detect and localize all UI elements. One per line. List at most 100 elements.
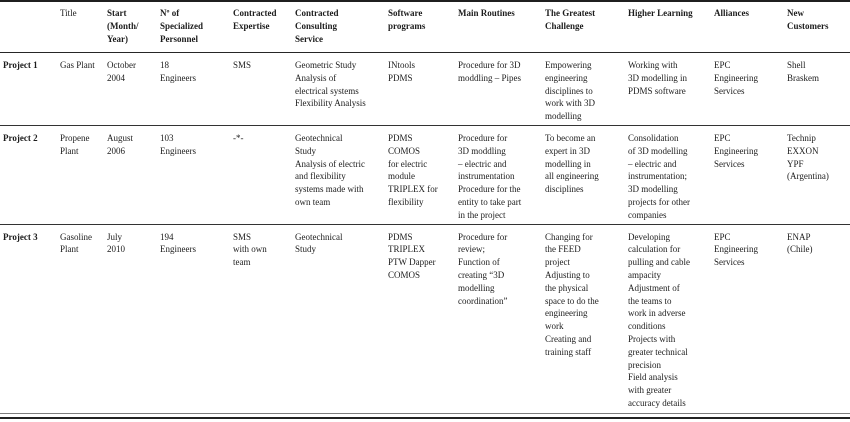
table-body: Project 1 Gas Plant October 2004 18 Engineers…: [0, 53, 850, 413]
cell-line: Procedure for 3D: [458, 60, 521, 70]
cell-project-2-higher-learning: Consolidation of 3D modelling – electric a…: [625, 126, 711, 224]
cell-line: conditions: [628, 321, 666, 332]
cell-line: Project 2: [3, 132, 38, 143]
cell-line: To become an: [545, 132, 596, 143]
cell-project-2-contracted-expertise: -*-: [230, 126, 292, 224]
cell-line: Working with: [628, 60, 678, 70]
cell-line: Changing for: [545, 231, 593, 242]
cell-line: modelling: [458, 282, 495, 293]
cell-line: instrumentation: [458, 171, 515, 182]
cell-line: PDMS: [388, 72, 413, 83]
cell-project-3-new-customers: ENAP (Chile): [784, 225, 850, 413]
cell-project-3-consulting-service: Geotechnical Study: [292, 225, 385, 413]
cell-line: Consulting: [295, 20, 338, 31]
cell-line: instrumentation;: [628, 171, 687, 182]
cell-line: engineering: [545, 308, 588, 319]
cell-line: Procedure for: [458, 132, 508, 143]
header-cell-greatest-challenge: The Greatest Challenge: [542, 2, 625, 52]
cell-line: EPC: [714, 132, 731, 143]
cell-line: 2010: [107, 244, 125, 255]
cell-line: the physical: [545, 282, 589, 293]
cell-line: Software: [388, 8, 423, 18]
cell-line: Procedure for: [458, 231, 508, 242]
cell-line: team: [233, 257, 251, 268]
cell-line: PDMS: [388, 132, 413, 143]
cell-line: August: [107, 132, 134, 143]
cell-line: The Greatest: [545, 8, 596, 18]
cell-line: Higher Learning: [628, 8, 693, 18]
cell-line: Plant: [60, 145, 79, 156]
cell-line: EPC: [714, 60, 731, 70]
cell-line: October: [107, 60, 136, 70]
cell-line: COMOS: [388, 145, 421, 156]
cell-line: TRIPLEX: [388, 244, 425, 255]
cell-line: expert in 3D: [545, 145, 590, 156]
cell-project-3-alliances: EPC Engineering Services: [711, 225, 784, 413]
cell-line: Propene: [60, 132, 90, 143]
cell-project-2-new-customers: Technip EXXON YPF (Argentina): [784, 126, 850, 224]
cell-line: Engineers: [160, 145, 196, 156]
cell-line: Engineers: [160, 72, 196, 83]
cell-line: Study: [295, 145, 317, 156]
cell-line: programs: [388, 20, 426, 31]
cell-line: Challenge: [545, 20, 584, 31]
cell-line: Nº of: [160, 8, 180, 18]
cell-line: for electric: [388, 158, 428, 169]
cell-project-3-higher-learning: Developing calculation for pulling and cab…: [625, 225, 711, 413]
cell-line: Alliances: [714, 8, 749, 18]
cell-line: pulling and cable: [628, 257, 690, 268]
cell-project-1-start: October 2004: [104, 53, 157, 125]
cell-line: of 3D modelling: [628, 145, 688, 156]
cell-line: Title: [60, 8, 77, 18]
cell-line: – electric and: [628, 158, 677, 169]
cell-line: companies: [628, 209, 667, 220]
cell-line: all engineering: [545, 171, 599, 182]
cell-line: calculation for: [628, 244, 681, 255]
cell-line: SMS: [233, 231, 252, 242]
cell-line: Geotechnical: [295, 132, 343, 143]
cell-line: systems made with: [295, 184, 364, 195]
cell-line: Technip: [787, 132, 816, 143]
cell-line: 3D moddling: [458, 145, 506, 156]
cell-line: Function of: [458, 257, 500, 268]
cell-line: the teams to: [628, 295, 672, 306]
cell-project-2-alliances: EPC Engineering Services: [711, 126, 784, 224]
cell-line: Services: [714, 257, 745, 268]
cell-line: precision: [628, 359, 661, 370]
cell-project-3-title: Gasoline Plant: [57, 225, 104, 413]
cell-project-1-personnel: 18 Engineers: [157, 53, 230, 125]
cell-line: Study: [295, 244, 317, 255]
cell-line: Services: [714, 85, 745, 96]
header-cell-project: [0, 2, 57, 52]
cell-line: Plant: [60, 244, 79, 255]
cell-project-2-start: August 2006: [104, 126, 157, 224]
cell-line: Gas Plant: [60, 60, 95, 70]
table-row-project-3: Project 3 Gasoline Plant July 2010 194 Enginee…: [0, 225, 850, 413]
cell-line: Procedure for the: [458, 184, 521, 195]
cell-line: YPF: [787, 158, 804, 169]
cell-line: (Month/: [107, 20, 139, 31]
cell-line: Start: [107, 8, 127, 18]
cell-line: INtools: [388, 60, 415, 70]
cell-line: Engineering: [714, 244, 758, 255]
header-cell-consulting-service: Contracted Consulting Service: [292, 2, 385, 52]
cell-line: Analysis of electric: [295, 158, 365, 169]
cell-line: Analysis of: [295, 72, 337, 83]
cell-line: the FEED: [545, 244, 581, 255]
cell-line: coordination”: [458, 295, 508, 306]
cell-line: module: [388, 171, 415, 182]
cell-line: project: [545, 257, 570, 268]
cell-line: entity to take part: [458, 196, 522, 207]
cell-project-3-main-routines: Procedure for review; Function of creating …: [455, 225, 542, 413]
header-cell-higher-learning: Higher Learning: [625, 2, 711, 52]
cell-line: ENAP: [787, 231, 811, 242]
cell-line: Project 1: [3, 60, 38, 70]
table-row-project-1: Project 1 Gas Plant October 2004 18 Engineers…: [0, 53, 850, 126]
cell-line: engineering: [545, 72, 588, 83]
cell-line: flexibility: [388, 196, 424, 207]
cell-line: Adjusting to: [545, 269, 590, 280]
cell-line: 103: [160, 132, 174, 143]
cell-project-1-main-routines: Procedure for 3D moddling – Pipes: [455, 53, 542, 125]
cell-project-3-contracted-expertise: SMS with own team: [230, 225, 292, 413]
